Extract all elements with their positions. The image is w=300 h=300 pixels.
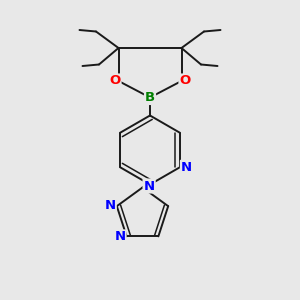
Text: N: N <box>181 161 192 174</box>
Text: O: O <box>109 74 121 88</box>
Text: B: B <box>145 91 155 104</box>
Text: O: O <box>179 74 191 88</box>
Text: N: N <box>115 230 126 243</box>
Text: N: N <box>143 179 155 193</box>
Text: N: N <box>105 199 116 212</box>
